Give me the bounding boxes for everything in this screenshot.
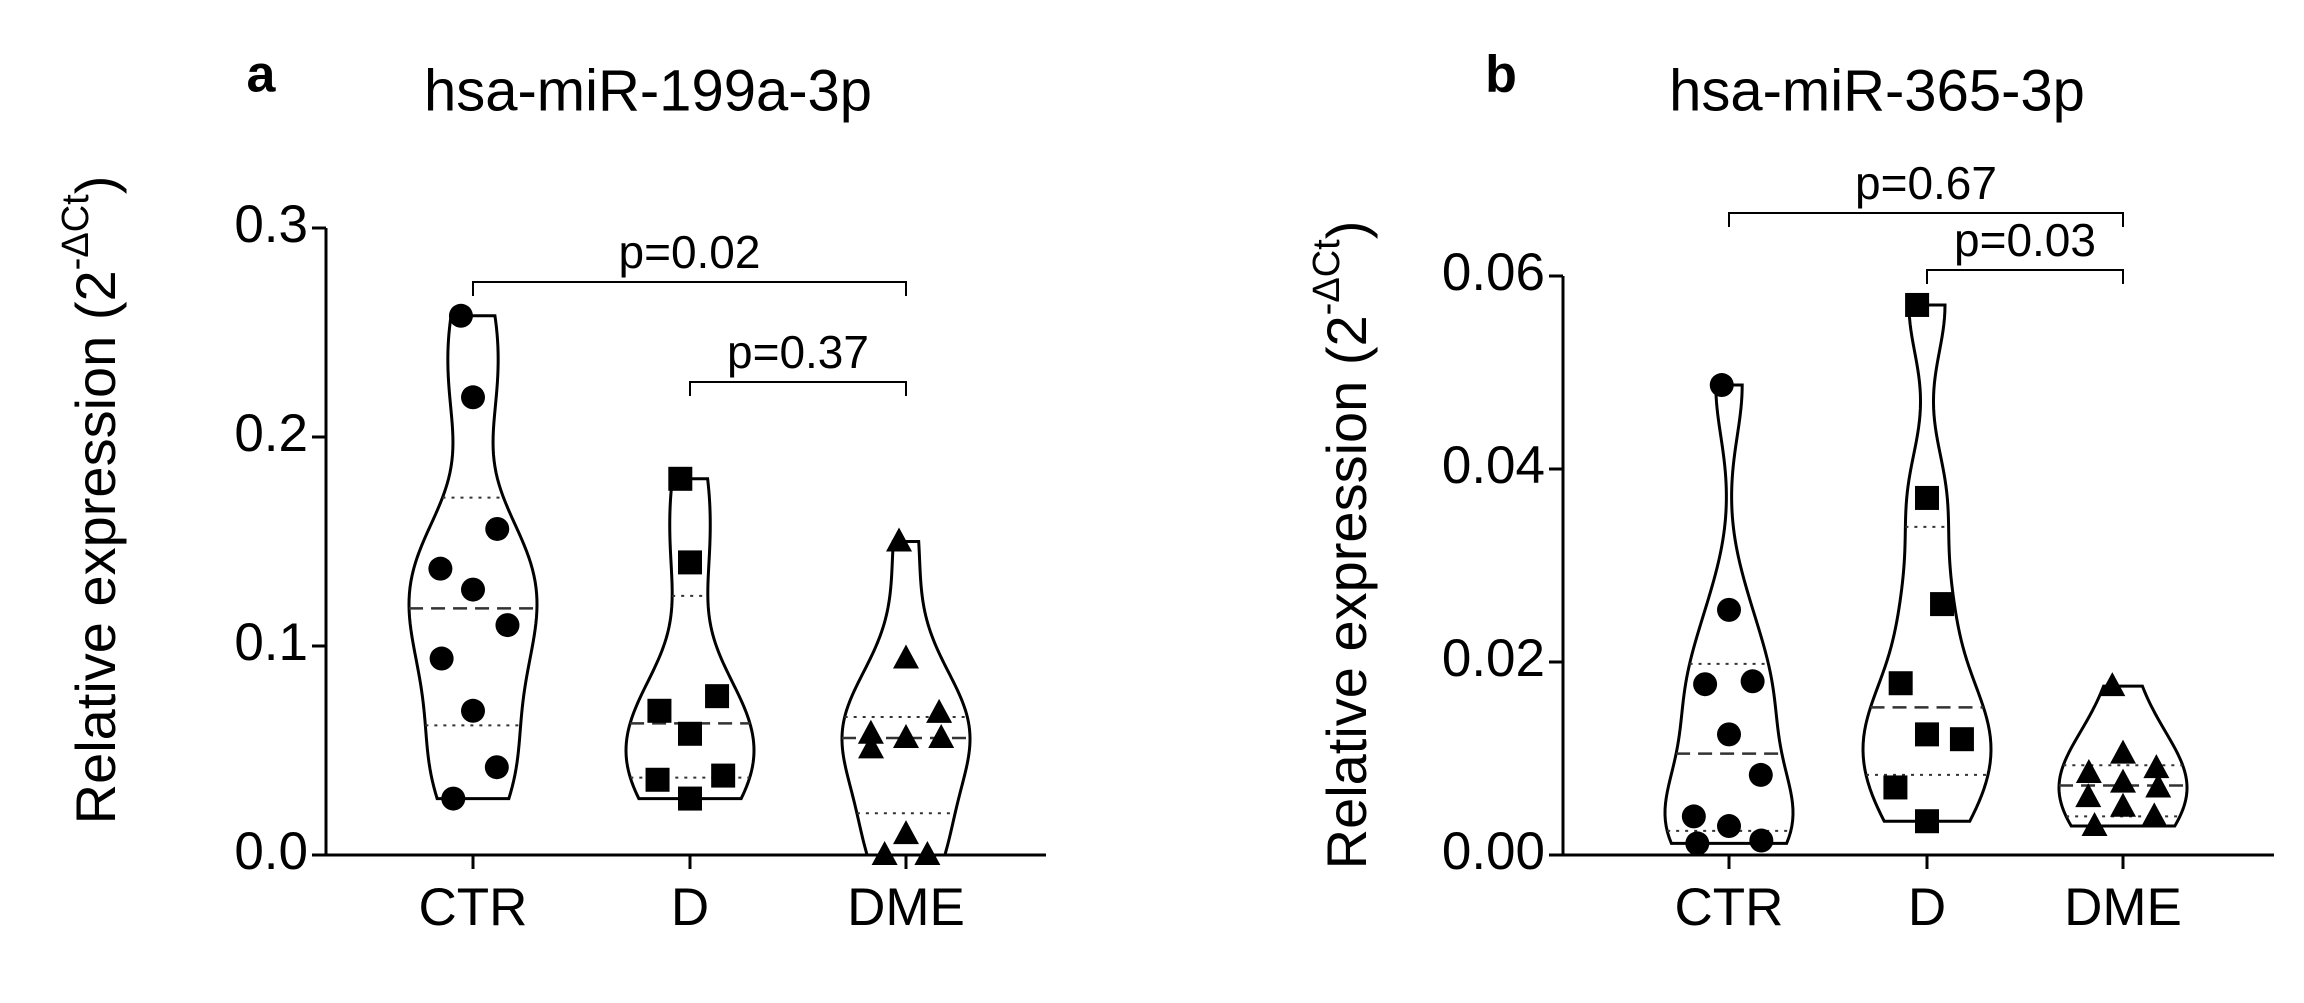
point [926,698,953,723]
point [2141,802,2168,827]
point [1717,597,1741,622]
point [2110,739,2136,764]
y-axis-label: Relative expression (2-ΔCt) [1306,221,1378,870]
chart-title: hsa-miR-199a-3p [424,58,872,123]
point [461,698,485,723]
chart-title: hsa-miR-365-3p [1669,58,2085,123]
y-tick-label: 0.3 [234,195,308,254]
point [448,303,473,328]
point [2081,812,2108,837]
y-label-superscript: -ΔCt [55,194,97,270]
point [485,516,510,541]
point [668,466,693,491]
point [1883,775,1908,800]
bracket [1728,212,2124,227]
x-tick-label: D [1908,878,1946,937]
bracket [1926,269,2124,284]
point [1681,804,1706,829]
point [495,613,520,638]
point [1717,814,1741,839]
point [2099,672,2126,697]
y-tick-label: 0.06 [1442,243,1545,302]
y-tick-label: 0.2 [234,404,308,463]
point [2145,773,2172,798]
point [893,723,919,748]
point [705,684,730,709]
y-label-suffix: ) [64,176,127,195]
violin [840,540,972,857]
point [645,767,670,792]
violin [624,477,756,801]
annotation: p=0.03 [1954,214,2096,266]
point [1749,828,1774,853]
violin [1861,303,1993,823]
point [1693,672,1718,697]
point [2110,792,2136,817]
point [461,385,485,410]
point [2075,758,2102,783]
x-tick-label: DME [847,878,965,937]
point [484,755,509,780]
point [1915,722,1939,747]
bracket [689,381,907,396]
y-tick-label: 0.00 [1442,822,1545,881]
point [2143,754,2170,779]
annotation: p=0.37 [727,326,869,378]
point [711,763,736,788]
point [893,644,919,669]
y-label-text: Relative expression (2 [1315,315,1378,869]
y-label-superscript: -ΔCt [1306,239,1348,315]
y-tick-label: 0.1 [234,613,308,672]
y-axis-label: Relative expression (2-ΔCt) [55,176,127,825]
violin [2057,684,2189,828]
y-tick-label: 0.04 [1442,436,1545,495]
point [893,820,919,845]
point [857,719,884,744]
point [429,646,454,671]
y-tick-label: 0.0 [234,822,308,881]
annotation: p=0.02 [619,226,761,278]
point [858,734,885,759]
x-tick-label: CTR [1675,878,1784,937]
point [1915,485,1939,510]
point [1740,669,1765,694]
y-label-text: Relative expression (2 [64,270,127,824]
point [461,577,485,602]
point [441,786,466,811]
point [871,841,898,865]
point [2110,768,2136,793]
bracket [472,281,907,296]
point [1930,592,1955,617]
violin [1663,383,1795,845]
point [886,527,913,552]
point [678,786,702,811]
point [1949,727,1974,752]
y-label-suffix: ) [1315,221,1378,240]
point [914,841,941,865]
annotation: p=0.67 [1855,157,1997,209]
x-tick-label: DME [2064,878,2182,937]
violin [407,314,539,801]
point [647,698,672,723]
y-tick-label: 0.02 [1442,629,1545,688]
panel-label: a [247,46,277,104]
point [1915,809,1939,834]
point [928,723,955,748]
point [2075,783,2102,808]
x-tick-label: D [671,878,709,937]
point [1905,292,1930,317]
point [1709,373,1734,398]
point [1748,762,1773,787]
point [1685,831,1710,856]
x-tick-label: CTR [419,878,528,937]
point [1888,671,1913,696]
point [1717,722,1741,747]
point [428,556,453,581]
point [678,550,702,575]
panel-label: b [1485,46,1517,104]
point [678,721,702,746]
